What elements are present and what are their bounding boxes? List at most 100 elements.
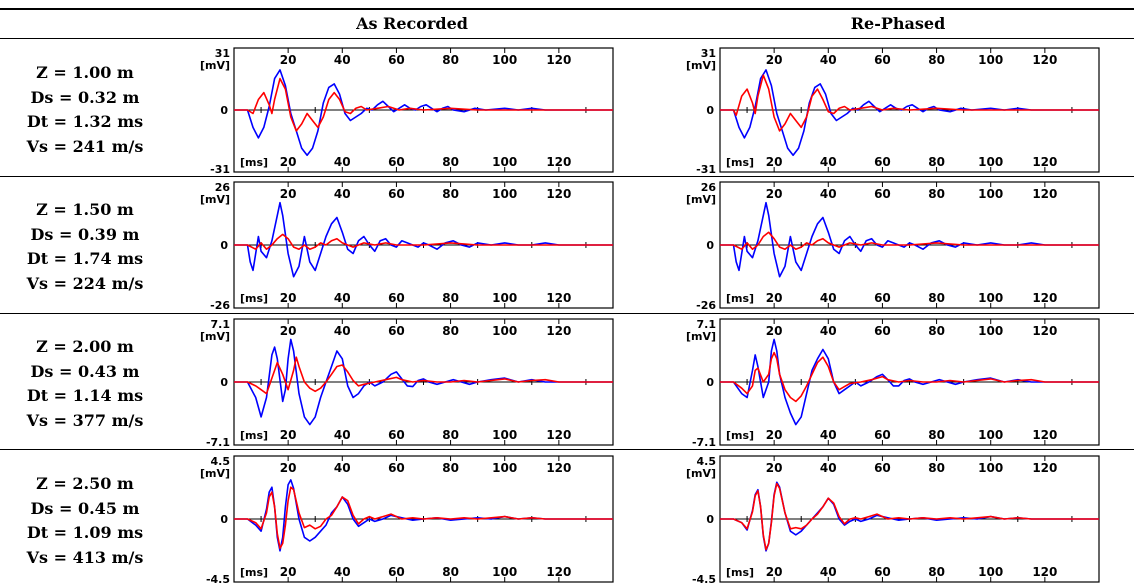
y-zero-label: 0	[220, 513, 228, 526]
red-trace-line	[234, 233, 613, 250]
x-tick-label-bottom: 40	[820, 155, 837, 169]
x-tick-label-top: 20	[280, 324, 297, 338]
x-tick-label-bottom: 20	[280, 155, 297, 169]
x-unit-label: [ms]	[240, 292, 268, 305]
y-max-label: 31	[215, 47, 230, 60]
y-min-label: -7.1	[692, 436, 716, 449]
blue-trace-line	[720, 201, 1099, 278]
x-tick-label-bottom: 40	[334, 155, 351, 169]
y-max-label: 26	[701, 181, 717, 194]
dt-label: Dt = 1.09 ms	[26, 523, 144, 542]
waveform-plot-z3-re-phased: 20 20 40 40 60 60 80 80 100 100 120 120 7.1[mV] 0 -7.1…	[686, 318, 1100, 449]
x-tick-label-bottom: 40	[820, 291, 837, 305]
x-tick-label-bottom: 120	[1032, 155, 1057, 169]
depth-label: Z = 1.50 m	[36, 200, 134, 219]
x-unit-label: [ms]	[726, 566, 754, 579]
red-trace-line	[720, 482, 1099, 551]
x-tick-label-bottom: 40	[334, 291, 351, 305]
x-tick-label-top: 100	[492, 187, 517, 201]
x-unit-label: [ms]	[240, 156, 268, 169]
blue-trace-line	[234, 69, 613, 157]
y-zero-label: 0	[220, 239, 228, 252]
x-tick-label-top: 60	[874, 187, 891, 201]
x-tick-label-bottom: 80	[928, 155, 945, 169]
x-tick-label-top: 80	[442, 53, 459, 67]
row-rule	[0, 313, 1134, 314]
x-tick-label-bottom: 120	[546, 428, 571, 442]
x-tick-label-bottom: 40	[820, 428, 837, 442]
blue-trace-line	[234, 201, 613, 278]
y-unit-label: [mV]	[200, 59, 230, 72]
x-tick-label-top: 80	[928, 461, 945, 475]
x-unit-label: [ms]	[726, 156, 754, 169]
depth-label: Z = 1.00 m	[36, 63, 134, 82]
x-tick-label-bottom: 60	[874, 155, 891, 169]
x-tick-label-top: 20	[766, 53, 783, 67]
x-tick-label-top: 100	[492, 324, 517, 338]
x-tick-label-top: 120	[1032, 324, 1057, 338]
x-tick-label-top: 100	[978, 53, 1003, 67]
y-unit-label: [mV]	[200, 467, 230, 480]
x-tick-label-bottom: 80	[442, 155, 459, 169]
x-tick-label-top: 20	[280, 187, 297, 201]
x-tick-label-top: 120	[546, 53, 571, 67]
y-min-label: -7.1	[206, 436, 230, 449]
x-tick-label-top: 40	[820, 187, 837, 201]
y-unit-label: [mV]	[686, 59, 716, 72]
row-params-3: Z = 2.00 m Ds = 0.43 m Dt = 1.14 ms Vs =…	[0, 335, 170, 433]
top-rule	[0, 8, 1134, 10]
x-tick-label-bottom: 20	[280, 565, 297, 579]
y-max-label: 26	[215, 181, 231, 194]
x-tick-label-top: 60	[388, 187, 405, 201]
red-trace-line	[234, 356, 613, 395]
x-tick-label-top: 20	[766, 461, 783, 475]
x-tick-label-bottom: 40	[820, 565, 837, 579]
x-tick-label-bottom: 100	[978, 155, 1003, 169]
vs-label: Vs = 241 m/s	[26, 136, 144, 156]
y-min-label: -4.5	[206, 573, 230, 586]
x-tick-label-bottom: 80	[442, 565, 459, 579]
x-tick-label-top: 80	[442, 461, 459, 475]
x-tick-label-top: 40	[334, 187, 351, 201]
x-tick-label-bottom: 20	[766, 291, 783, 305]
row-rule	[0, 176, 1134, 177]
row-rule	[0, 449, 1134, 450]
red-trace-line	[720, 351, 1099, 403]
x-tick-label-top: 80	[442, 324, 459, 338]
red-trace-line	[234, 486, 613, 550]
x-tick-label-bottom: 120	[546, 155, 571, 169]
y-unit-label: [mV]	[200, 330, 230, 343]
waveform-plot-z2-re-phased: 20 20 40 40 60 60 80 80 100 100 120 120 26[mV] 0 -26 [m…	[686, 181, 1100, 312]
x-tick-label-top: 120	[546, 187, 571, 201]
x-tick-label-top: 60	[388, 53, 405, 67]
x-tick-label-bottom: 60	[388, 565, 405, 579]
x-tick-label-bottom: 20	[280, 291, 297, 305]
y-zero-label: 0	[706, 104, 714, 117]
x-tick-label-bottom: 120	[1032, 291, 1057, 305]
x-tick-label-top: 80	[442, 187, 459, 201]
x-unit-label: [ms]	[240, 429, 268, 442]
x-tick-label-bottom: 40	[334, 428, 351, 442]
x-tick-label-bottom: 120	[1032, 428, 1057, 442]
x-tick-label-bottom: 80	[928, 428, 945, 442]
x-unit-label: [ms]	[240, 566, 268, 579]
x-tick-label-top: 80	[928, 187, 945, 201]
column-header-re-phased: Re-Phased	[850, 14, 946, 33]
x-unit-label: [ms]	[726, 292, 754, 305]
column-header-as-recorded: As Recorded	[356, 14, 468, 33]
x-tick-label-top: 120	[546, 461, 571, 475]
row-params-2: Z = 1.50 m Ds = 0.39 m Dt = 1.74 ms Vs =…	[0, 198, 170, 296]
x-tick-label-bottom: 120	[546, 565, 571, 579]
blue-trace-line	[720, 69, 1099, 157]
y-min-label: -31	[696, 163, 716, 176]
y-zero-label: 0	[706, 239, 714, 252]
y-zero-label: 0	[220, 104, 228, 117]
x-tick-label-bottom: 80	[928, 291, 945, 305]
x-tick-label-top: 120	[1032, 187, 1057, 201]
y-unit-label: [mV]	[686, 193, 716, 206]
depth-label: Z = 2.50 m	[36, 474, 134, 493]
y-unit-label: [mV]	[686, 467, 716, 480]
x-tick-label-top: 100	[492, 461, 517, 475]
x-tick-label-bottom: 60	[874, 565, 891, 579]
